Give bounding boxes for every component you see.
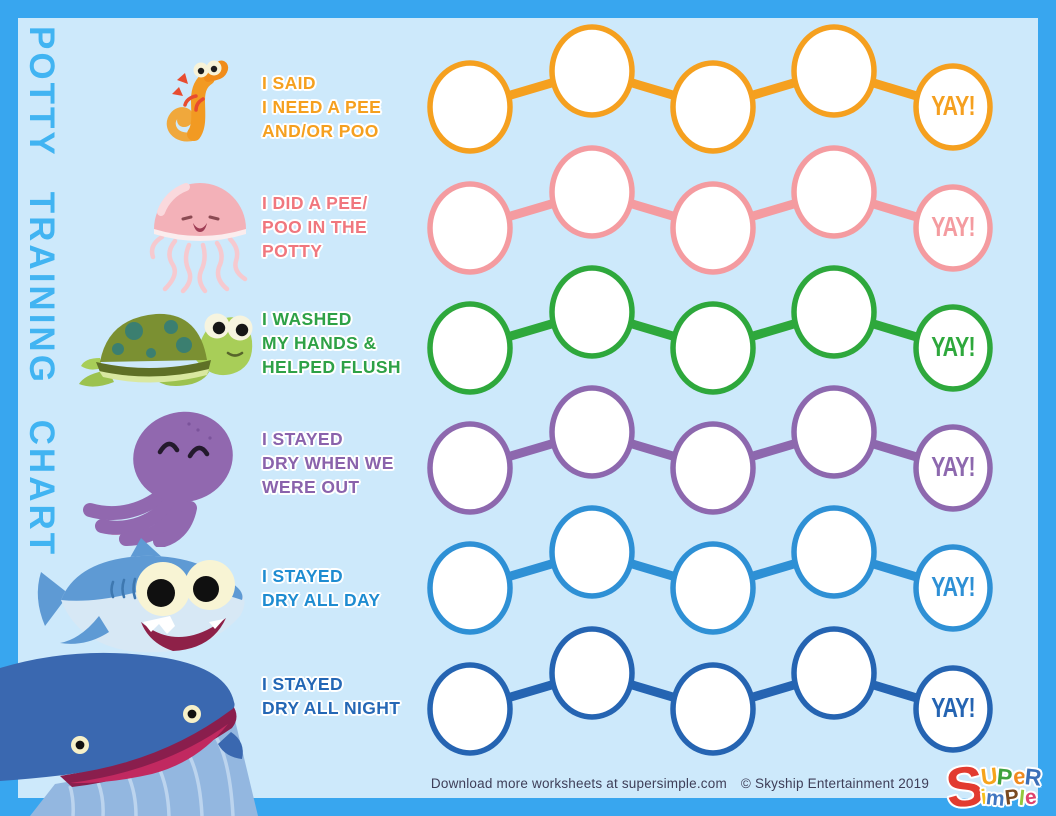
yay-text: YAY!: [931, 92, 974, 122]
footer: Download more worksheets at supersimple.…: [400, 776, 960, 791]
task-line: I NEED A PEE: [262, 96, 382, 117]
logo-letter: m: [985, 786, 1007, 812]
yay-text: YAY!: [931, 573, 974, 603]
task-line: DRY ALL DAY: [262, 589, 381, 610]
blank-circle[interactable]: [791, 265, 877, 359]
task-label-5: I STAYED DRY ALL DAY: [262, 565, 432, 613]
task-label-4: I STAYED DRY WHEN WE WERE OUT: [262, 428, 432, 499]
task-label-2: I DID A PEE/ POO IN THE POTTY: [262, 192, 432, 263]
yay-circle[interactable]: [913, 665, 993, 753]
blank-circle[interactable]: [791, 385, 877, 479]
progress-chain-2: YAY!: [427, 145, 993, 275]
blank-circle[interactable]: [791, 145, 877, 239]
task-line: I SAID: [262, 73, 316, 93]
progress-chain-4: YAY!: [427, 385, 993, 515]
blank-circle[interactable]: [791, 505, 877, 599]
progress-chain-1: YAY!: [427, 24, 993, 154]
blank-circle[interactable]: [549, 505, 635, 599]
yay-circle[interactable]: [913, 424, 993, 512]
blank-circle[interactable]: [670, 541, 756, 635]
blank-circle[interactable]: [549, 24, 635, 118]
task-label-6: I STAYED DRY ALL NIGHT: [262, 673, 432, 721]
task-line: DRY ALL NIGHT: [262, 697, 401, 718]
progress-chain-5: YAY!: [427, 505, 993, 635]
task-line: POO IN THE: [262, 216, 368, 237]
blank-circle[interactable]: [549, 265, 635, 359]
task-label-3: I WASHED MY HANDS & HELPED FLUSH: [262, 308, 432, 379]
yay-text: YAY!: [931, 213, 974, 243]
progress-chain-3: YAY!: [427, 265, 993, 395]
blank-circle[interactable]: [791, 24, 877, 118]
task-line: I STAYED: [262, 566, 344, 586]
progress-chain-6: YAY!: [427, 626, 993, 756]
yay-circle[interactable]: [913, 304, 993, 392]
task-line: DRY WHEN WE: [262, 452, 394, 473]
yay-text: YAY!: [931, 333, 974, 363]
task-line: MY HANDS &: [262, 332, 377, 353]
blank-circle[interactable]: [670, 301, 756, 395]
task-line: I STAYED: [262, 429, 344, 449]
blank-circle[interactable]: [670, 60, 756, 154]
task-line: POTTY: [262, 240, 323, 261]
blank-circle[interactable]: [791, 626, 877, 720]
task-line: AND/OR POO: [262, 120, 379, 141]
blank-circle[interactable]: [670, 421, 756, 515]
blank-circle[interactable]: [670, 662, 756, 756]
task-label-1: I SAID I NEED A PEE AND/OR POO: [262, 72, 432, 143]
yay-text: YAY!: [931, 694, 974, 724]
blank-circle[interactable]: [670, 181, 756, 275]
blank-circle[interactable]: [427, 181, 513, 275]
yay-text: YAY!: [931, 453, 974, 483]
whale-icon: [0, 652, 258, 816]
task-line: I WASHED: [262, 309, 352, 329]
blank-circle[interactable]: [549, 145, 635, 239]
blank-circle[interactable]: [427, 541, 513, 635]
seahorse-icon: [166, 60, 229, 142]
yay-circle[interactable]: [913, 63, 993, 151]
blank-circle[interactable]: [427, 301, 513, 395]
logo-letter: e: [1023, 785, 1038, 810]
blank-circle[interactable]: [549, 385, 635, 479]
jellyfish-icon: [149, 183, 248, 294]
page-title: POTTY TRAINING CHART: [22, 26, 61, 558]
turtle-icon: [79, 313, 253, 387]
footer-copyright-text: © Skyship Entertainment 2019: [740, 776, 930, 791]
blank-circle[interactable]: [549, 626, 635, 720]
task-line: I DID A PEE/: [262, 193, 368, 213]
footer-download-text: Download more worksheets at supersimple.…: [430, 776, 727, 791]
task-line: I STAYED: [262, 674, 344, 694]
yay-circle[interactable]: [913, 184, 993, 272]
blank-circle[interactable]: [427, 60, 513, 154]
blank-circle[interactable]: [427, 421, 513, 515]
blank-circle[interactable]: [427, 662, 513, 756]
super-simple-logo: S U P e R i m P l e: [943, 753, 1043, 816]
task-line: HELPED FLUSH: [262, 356, 401, 377]
shark-icon: [37, 538, 245, 653]
octopus-icon: [83, 411, 233, 547]
task-line: WERE OUT: [262, 476, 360, 497]
yay-circle[interactable]: [913, 544, 993, 632]
